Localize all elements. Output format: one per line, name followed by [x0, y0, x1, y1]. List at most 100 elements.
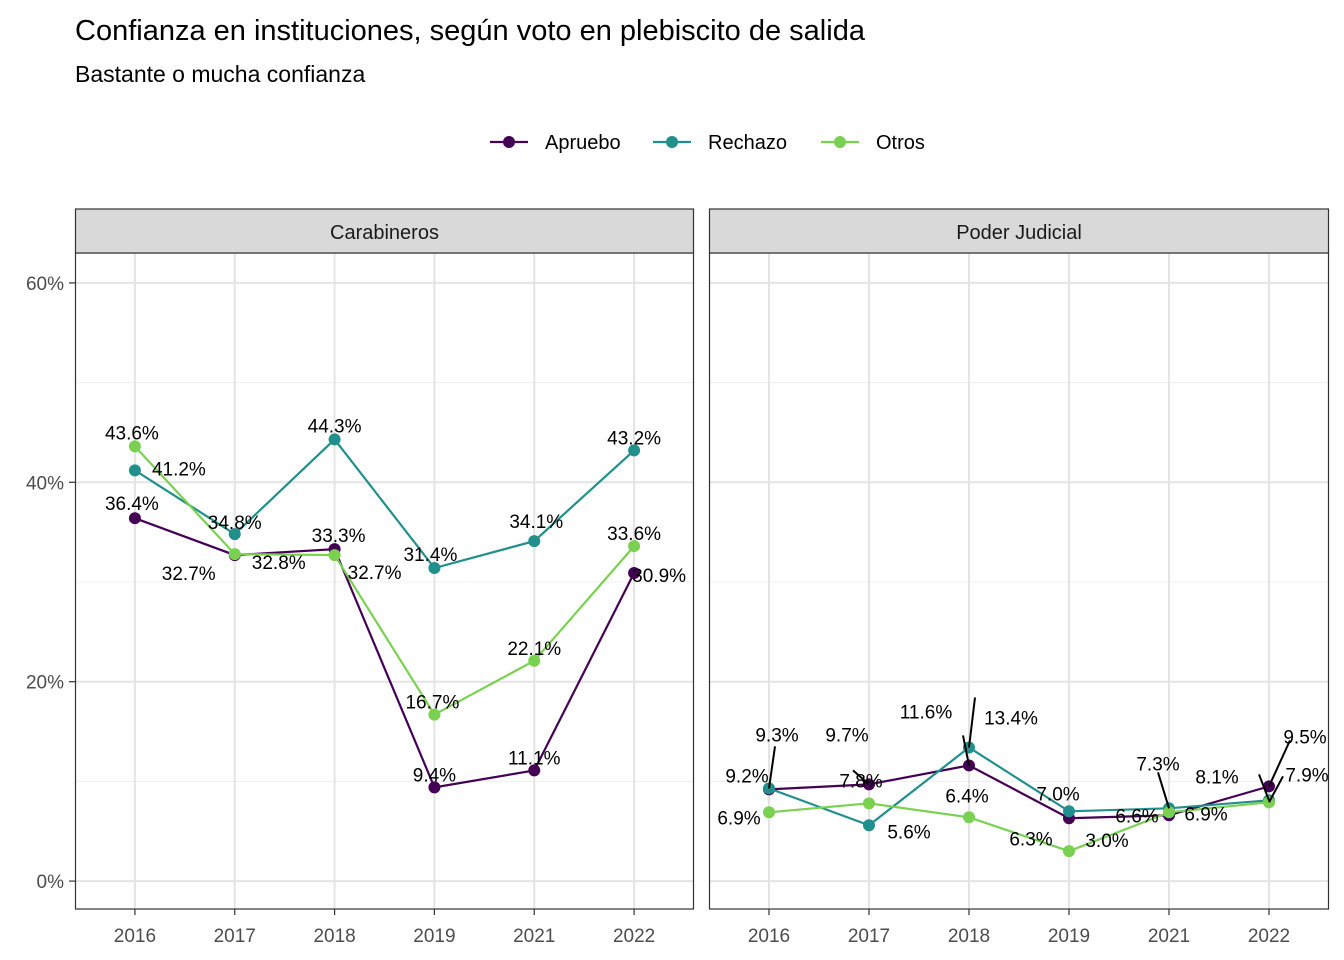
- x-tick-label: 2019: [413, 926, 455, 947]
- label-leader-line: [1268, 739, 1291, 787]
- data-point-otros: [763, 806, 775, 819]
- labels-apruebo: 36.4% 32.7% 33.3% 9.4% 11.1% 30.9%: [105, 494, 686, 786]
- data-label: 32.7%: [348, 563, 402, 584]
- data-point-rechazo: [1063, 805, 1075, 818]
- chart-title: Confianza en instituciones, según voto e…: [75, 15, 866, 47]
- label-leader-line: [1157, 772, 1170, 809]
- legend-label: Otros: [876, 132, 925, 154]
- data-label: 34.1%: [509, 512, 563, 533]
- data-point-rechazo: [128, 464, 141, 477]
- data-label: 16.7%: [405, 693, 459, 714]
- x-tick-label: 2017: [848, 926, 890, 947]
- data-label: 9.3%: [755, 725, 798, 746]
- strip-background: [708, 208, 1330, 254]
- legend-label: Rechazo: [708, 132, 787, 154]
- data-label: 5.6%: [887, 822, 930, 843]
- data-point-rechazo: [328, 433, 341, 446]
- data-point-rechazo: [628, 444, 641, 457]
- x-tick-label: 2018: [948, 926, 990, 947]
- data-label: 7.8%: [839, 771, 882, 792]
- data-label: 3.0%: [1085, 831, 1128, 852]
- data-label: 32.8%: [252, 553, 306, 574]
- data-label: 6.3%: [1009, 829, 1052, 850]
- x-tick-label: 2017: [214, 926, 256, 947]
- data-label: 6.4%: [945, 786, 988, 807]
- x-tick-label: 2018: [313, 926, 355, 947]
- data-label: 9.2%: [725, 766, 768, 787]
- data-point-rechazo: [863, 819, 875, 832]
- data-label: 43.2%: [607, 428, 661, 449]
- data-point-otros: [863, 797, 875, 810]
- data-point-rechazo: [228, 528, 241, 541]
- data-point-apruebo: [528, 764, 541, 777]
- series-line-otros: [768, 801, 1270, 853]
- legend-item-rechazo: Rechazo: [653, 132, 787, 154]
- data-point-otros: [328, 549, 341, 562]
- labels-apruebo: 9.2% 9.7% 11.6% 6.3% 6.6% 9.5%: [725, 702, 1326, 850]
- data-label: 8.1%: [1195, 767, 1238, 788]
- panel-carabineros: Carabineros 2016 2017 2018 2019 2021 2022 0% 20%…: [26, 208, 695, 947]
- labels-otros: 6.9% 7.8% 6.4% 3.0% 6.9% 7.9%: [717, 765, 1328, 852]
- label-leader-line: [1258, 773, 1270, 801]
- data-label: 11.6%: [900, 702, 953, 723]
- data-point-apruebo: [128, 512, 141, 525]
- data-point-rechazo: [528, 535, 541, 548]
- series-otros: [128, 440, 641, 721]
- label-leader-line: [852, 769, 870, 786]
- data-point-otros: [528, 654, 541, 667]
- data-label: 9.4%: [413, 765, 456, 786]
- data-point-otros: [1163, 806, 1175, 819]
- legend-item-otros: Otros: [821, 132, 925, 154]
- legend-item-apruebo: Apruebo: [490, 132, 621, 154]
- y-tick-label: 60%: [26, 274, 64, 295]
- data-label: 43.6%: [105, 423, 159, 444]
- data-label: 44.3%: [308, 416, 362, 437]
- data-label: 6.6%: [1115, 806, 1158, 827]
- data-label: 6.9%: [717, 808, 760, 829]
- panel-background: [75, 253, 694, 909]
- x-tick-label: 2021: [1148, 926, 1190, 947]
- x-tick-label: 2019: [1048, 926, 1090, 947]
- x-tick-label: 2016: [748, 926, 790, 947]
- data-label: 13.4%: [984, 708, 1038, 729]
- label-leader-line: [768, 746, 776, 789]
- panel-background: [709, 253, 1329, 909]
- y-tick-label: 40%: [26, 473, 64, 494]
- label-leader-line: [1268, 775, 1284, 803]
- data-point-otros: [628, 540, 641, 553]
- labels-rechazo: 41.2% 34.8% 44.3% 31.4% 34.1% 43.2%: [152, 416, 661, 566]
- series-rechazo: [128, 433, 641, 575]
- data-label: 6.9%: [1184, 804, 1227, 825]
- data-label: 32.7%: [162, 564, 216, 585]
- data-point-rechazo: [428, 562, 441, 575]
- panels: Carabineros 2016 2017 2018 2019 2021 2022 0% 20%…: [26, 208, 1330, 947]
- series-otros: [763, 796, 1275, 858]
- data-point-otros: [228, 548, 241, 561]
- data-label: 33.3%: [312, 526, 366, 547]
- x-tick-label: 2021: [513, 926, 555, 947]
- x-tick-label: 2022: [1248, 926, 1290, 947]
- data-point-otros: [963, 811, 975, 824]
- panel-poder-judicial: Poder Judicial 2016 2017 2018 2019 2021 2022 9.…: [708, 208, 1330, 947]
- data-label: 41.2%: [152, 459, 206, 480]
- data-label: 9.5%: [1283, 727, 1326, 748]
- data-label: 34.8%: [208, 513, 262, 534]
- chart-subtitle: Bastante o mucha confianza: [75, 61, 365, 87]
- data-point-otros: [428, 708, 441, 721]
- data-label: 7.9%: [1285, 765, 1328, 786]
- series-line-rechazo: [134, 437, 635, 570]
- data-label: 31.4%: [403, 545, 457, 566]
- data-point-otros: [128, 440, 141, 453]
- strip-background: [74, 208, 695, 254]
- data-label: 7.0%: [1036, 784, 1079, 805]
- y-tick-label: 0%: [37, 872, 65, 893]
- data-label: 22.1%: [507, 639, 561, 660]
- data-point-otros: [1063, 845, 1075, 858]
- labels-rechazo: 9.3% 5.6% 13.4% 7.0% 7.3% 8.1%: [755, 697, 1270, 843]
- x-tick-label: 2022: [613, 926, 655, 947]
- data-point-apruebo: [628, 567, 641, 580]
- data-label: 11.1%: [508, 748, 561, 769]
- series-line-apruebo: [134, 517, 636, 789]
